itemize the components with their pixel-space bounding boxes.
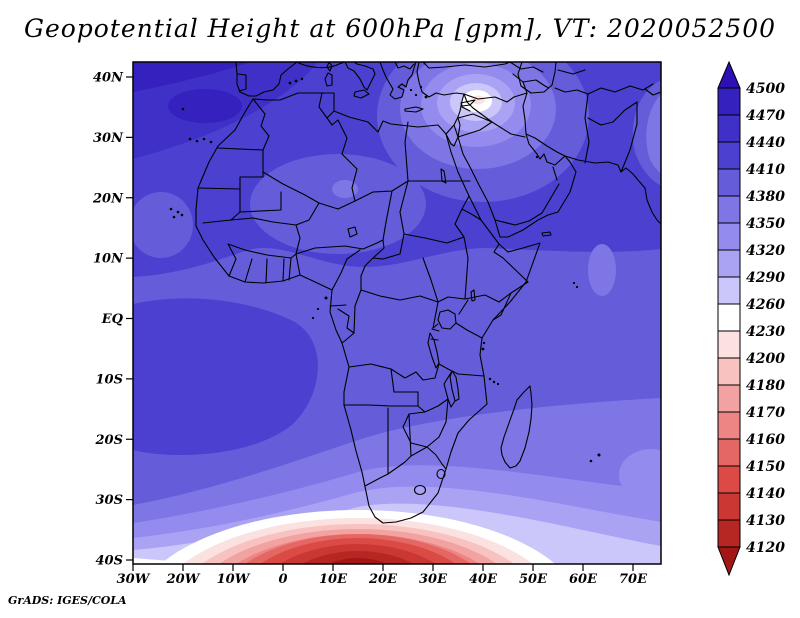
colorbar-level-label: 4120 — [746, 540, 785, 556]
colorbar-level-label: 4470 — [746, 108, 785, 124]
lat-tick-label: 10S — [96, 372, 123, 387]
lat-tick-label: 30N — [93, 131, 124, 146]
field-indian-ocean-patch — [588, 244, 616, 296]
caspian-coastline — [517, 62, 557, 94]
colorbar-segment — [717, 141, 741, 170]
madagascar-coastline — [500, 385, 533, 469]
lat-tick-label: 40N — [93, 71, 124, 86]
colorbar-level-label: 4160 — [746, 432, 785, 448]
field-satlantic-high — [133, 298, 318, 456]
field-atlantic-high-blob — [168, 89, 242, 123]
balkans-greece-coastline — [379, 62, 424, 113]
axes: 40N 30N 20N 10N EQ 10S 20S 30S 40S 30W 20W 10W 0 10E 2… — [92, 71, 648, 588]
colorbar-level-label: 4150 — [746, 459, 785, 475]
colorbar-level-label: 4180 — [746, 378, 785, 394]
borders-central-africa — [329, 180, 529, 344]
turkey-coastline — [416, 62, 511, 107]
lon-tick-label: 10E — [319, 572, 348, 587]
field-se-edge-patch — [619, 449, 661, 501]
lon-tick-label: 20W — [166, 572, 201, 587]
lat-tick-label: 20N — [92, 191, 124, 206]
levant-arabia-coastline — [445, 93, 661, 238]
colorbar-level-label: 4130 — [746, 513, 785, 529]
lat-tick-label: 20S — [95, 433, 123, 448]
colorbar-level-label: 4200 — [746, 351, 785, 367]
colorbar-level-label: 4380 — [746, 189, 785, 205]
lon-tick-label: 20E — [368, 572, 398, 587]
attribution: GrADS: IGES/COLA — [8, 594, 127, 607]
contour-field — [133, 62, 661, 564]
africa-coastline — [195, 92, 541, 524]
field-capeverde-notch — [133, 192, 193, 258]
colorbar-segment — [717, 222, 741, 251]
borders-west-africa — [227, 243, 361, 291]
colorbar-segment — [717, 303, 741, 332]
field-slow-core — [328, 558, 388, 564]
lon-tick-label: 70E — [619, 572, 648, 587]
borders-southern-africa — [343, 363, 485, 487]
colorbar-segment — [717, 438, 741, 467]
lon-tick-label: 10W — [217, 572, 251, 587]
colorbar-legend: 4500 4470 4440 4410 4380 4350 4320 4290 4260 4230… — [717, 60, 785, 577]
colorbar-segment — [717, 411, 741, 440]
field-slow-ring-17 — [302, 551, 414, 564]
colorbar-segment — [717, 249, 741, 278]
colorbar-level-label: 4140 — [746, 486, 785, 502]
lon-tick-label: 50E — [519, 572, 548, 587]
field-algeria-light-patch — [250, 154, 426, 254]
borders-north-africa — [197, 92, 471, 255]
colorbar-segment — [717, 168, 741, 197]
lon-tick-label: 60E — [569, 572, 598, 587]
colorbar-segment — [717, 87, 741, 116]
colorbar-segment — [717, 519, 741, 548]
colorbar-arrow-top — [717, 60, 741, 89]
colorbar-segment — [717, 465, 741, 494]
lesotho-border — [413, 484, 427, 496]
colorbar-segment — [717, 114, 741, 143]
colorbar-segment — [717, 195, 741, 224]
field-ne-corner-core — [646, 94, 661, 174]
iberia-coastline — [235, 62, 346, 97]
field-sw-corner-white — [133, 558, 191, 564]
field-algeria-light-core — [332, 180, 358, 198]
colorbar-segment — [717, 384, 741, 413]
lon-tick-label: 30W — [117, 572, 151, 587]
map-borders — [169, 62, 661, 524]
colorbar-level-label: 4440 — [746, 135, 785, 151]
colorbar-level-label: 4290 — [746, 270, 785, 286]
swaziland-border — [436, 468, 446, 480]
colorbar-arrow-bottom — [717, 546, 741, 577]
colorbar-level-label: 4230 — [746, 324, 785, 340]
italy-coastline — [324, 62, 376, 99]
colorbar-segment — [717, 492, 741, 521]
colorbar-level-label: 4410 — [746, 162, 785, 178]
map-frame — [132, 61, 662, 565]
colorbar-segment — [717, 330, 741, 359]
colorbar-segment — [717, 357, 741, 386]
lat-tick-label: 30S — [96, 493, 123, 508]
colorbar-level-label: 4170 — [746, 405, 785, 421]
colorbar-level-label: 4260 — [746, 297, 785, 313]
lon-tick-label: 30E — [419, 572, 448, 587]
small-islands — [169, 77, 601, 463]
lat-tick-label: 10N — [93, 252, 124, 267]
lon-tick-label: 0 — [278, 572, 287, 587]
borders-middle-east — [453, 62, 661, 226]
colorbar-segment — [717, 276, 741, 305]
lon-tick-label: 40E — [469, 572, 498, 587]
chart-title: Geopotential Height at 600hPa [gpm], VT:… — [23, 14, 777, 43]
colorbar-level-label: 4350 — [746, 216, 785, 232]
lat-tick-label: EQ — [101, 312, 124, 327]
lat-tick-label: 40S — [96, 554, 123, 569]
colorbar-level-label: 4320 — [746, 243, 785, 259]
lakes-outline — [347, 168, 476, 402]
colorbar-level-label: 4500 — [746, 81, 785, 97]
field-top-left-strip — [133, 62, 251, 92]
